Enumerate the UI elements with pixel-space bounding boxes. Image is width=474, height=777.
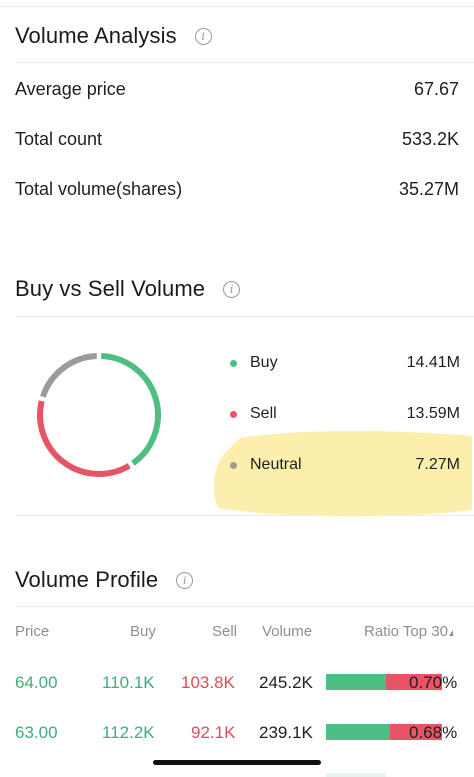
buy-sell-divider bbox=[15, 316, 474, 317]
legend-neutral-label: Neutral bbox=[250, 456, 302, 473]
column-header-price[interactable]: Price bbox=[15, 623, 50, 640]
volume-profile-title: Volume Profile i bbox=[15, 567, 194, 593]
legend-neutral-value: 7.27M bbox=[415, 456, 460, 473]
total-volume-row: Total volume(shares) 35.27M bbox=[15, 179, 459, 200]
row-volume: 239.1K bbox=[259, 723, 313, 742]
ratio-bar-sell bbox=[389, 724, 442, 740]
legend-neutral: Neutral 7.27M bbox=[230, 456, 460, 474]
row-volume: 245.2K bbox=[259, 673, 313, 692]
volume-analysis-divider bbox=[15, 62, 474, 63]
ratio-bar-buy bbox=[326, 674, 386, 690]
total-volume-value: 35.27M bbox=[398, 179, 459, 199]
row-buy: 112.2K bbox=[102, 723, 155, 742]
ratio-bar bbox=[326, 724, 442, 740]
buy-sell-title: Buy vs Sell Volume i bbox=[15, 276, 241, 302]
row-ratio: 0.68% bbox=[409, 723, 458, 742]
volume-analysis-title-text: Volume Analysis bbox=[15, 23, 177, 48]
legend-buy: Buy 14.41M bbox=[230, 354, 460, 372]
info-icon[interactable]: i bbox=[223, 280, 241, 298]
donut-slice-buy bbox=[101, 353, 161, 466]
buy-sell-title-text: Buy vs Sell Volume bbox=[15, 276, 206, 301]
row-buy: 110.1K bbox=[102, 673, 155, 692]
legend-sell-value: 13.59M bbox=[406, 405, 460, 422]
yellow-highlight-mark bbox=[213, 431, 473, 517]
ratio-bar bbox=[326, 674, 442, 690]
sort-indicator-icon bbox=[448, 630, 453, 636]
legend-buy-value: 14.41M bbox=[406, 354, 460, 371]
total-volume-label: Total volume(shares) bbox=[15, 179, 183, 199]
info-icon[interactable]: i bbox=[194, 27, 212, 45]
column-header-ratio-label: Ratio Top 30 bbox=[364, 623, 448, 640]
column-header-volume[interactable]: Volume bbox=[262, 623, 313, 640]
donut-slice-sell bbox=[37, 400, 131, 477]
column-header-sell[interactable]: Sell bbox=[212, 623, 238, 640]
row-ratio: 0.70% bbox=[409, 673, 458, 692]
buy-sell-bottom-divider bbox=[15, 515, 474, 516]
row-price: 64.00 bbox=[15, 673, 58, 692]
top-divider bbox=[0, 6, 474, 7]
legend-sell: Sell 13.59M bbox=[230, 405, 460, 423]
column-header-ratio[interactable]: Ratio Top 30 bbox=[364, 623, 453, 640]
legend-buy-label: Buy bbox=[250, 354, 278, 371]
donut-slice-neutral bbox=[40, 353, 97, 398]
average-price-label: Average price bbox=[15, 79, 126, 99]
ratio-bar-buy bbox=[326, 724, 390, 740]
legend-sell-label: Sell bbox=[250, 405, 277, 422]
average-price-row: Average price 67.67 bbox=[15, 79, 459, 100]
row-sell: 103.8K bbox=[181, 673, 235, 692]
row-price: 63.00 bbox=[15, 723, 58, 742]
volume-profile-divider bbox=[15, 606, 474, 607]
legend-sell-dot bbox=[230, 410, 237, 418]
legend-neutral-dot bbox=[230, 461, 237, 469]
total-count-value: 533.2K bbox=[401, 129, 459, 149]
ratio-bar-sell bbox=[385, 674, 442, 690]
volume-analysis-title: Volume Analysis i bbox=[15, 23, 212, 49]
row-sell: 92.1K bbox=[191, 723, 236, 742]
volume-profile-title-text: Volume Profile bbox=[15, 567, 159, 592]
total-count-row: Total count 533.2K bbox=[15, 129, 459, 150]
average-price-value: 67.67 bbox=[413, 79, 459, 99]
buy-sell-donut-chart bbox=[37, 353, 161, 477]
column-header-buy[interactable]: Buy bbox=[130, 623, 156, 640]
info-icon[interactable]: i bbox=[176, 571, 194, 589]
home-indicator[interactable] bbox=[153, 760, 321, 765]
legend-buy-dot bbox=[230, 359, 237, 367]
total-count-label: Total count bbox=[15, 129, 103, 149]
next-row-bar-peek bbox=[326, 773, 386, 777]
